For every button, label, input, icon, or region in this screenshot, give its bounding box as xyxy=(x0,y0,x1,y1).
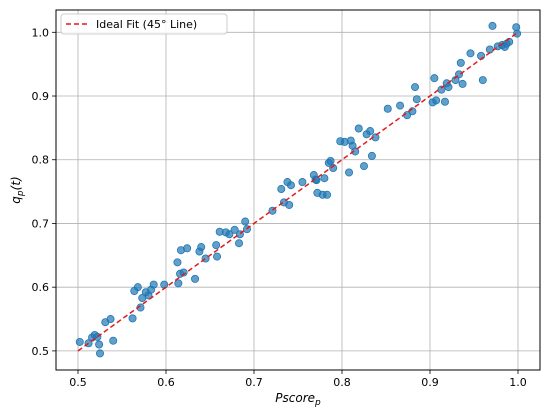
y-tick-label: 0.9 xyxy=(32,90,50,103)
data-point xyxy=(432,96,441,105)
data-point xyxy=(160,280,169,289)
plot-frame xyxy=(55,9,541,371)
y-tick-label: 0.5 xyxy=(32,345,50,358)
data-point xyxy=(197,243,206,252)
data-point xyxy=(149,280,158,289)
data-point xyxy=(285,200,294,209)
data-point xyxy=(277,185,286,194)
data-point xyxy=(383,104,392,113)
data-point xyxy=(212,241,221,250)
data-point xyxy=(179,268,188,277)
data-point xyxy=(359,162,368,171)
data-point xyxy=(329,164,338,173)
data-point xyxy=(440,97,449,106)
data-point xyxy=(241,217,250,226)
data-point xyxy=(396,101,405,110)
y-tick-label: 0.7 xyxy=(32,217,50,230)
data-point xyxy=(367,151,376,160)
data-point xyxy=(478,76,487,85)
data-point xyxy=(106,315,115,324)
legend: Ideal Fit (45° Line) xyxy=(60,13,228,35)
data-point xyxy=(345,168,354,177)
x-tick-label: 0.8 xyxy=(333,376,351,389)
legend-box xyxy=(60,13,228,35)
data-point xyxy=(411,83,420,92)
y-axis-label-subscript: p xyxy=(16,190,26,197)
data-point xyxy=(298,178,307,187)
data-point xyxy=(513,29,522,38)
y-axis-label-suffix: (t) xyxy=(9,176,23,190)
y-axis-label: qp(t) xyxy=(9,176,26,203)
data-point xyxy=(351,147,360,156)
data-point xyxy=(326,157,335,166)
data-point xyxy=(95,340,104,349)
x-tick-label: 0.5 xyxy=(69,376,87,389)
data-point xyxy=(488,21,497,30)
x-axis-label-main: Pscore xyxy=(275,391,315,405)
fit-line xyxy=(77,31,519,352)
data-point xyxy=(109,336,118,345)
data-point xyxy=(225,230,234,239)
data-point xyxy=(320,174,329,183)
data-point xyxy=(354,124,363,133)
data-point xyxy=(191,274,200,283)
data-point xyxy=(230,225,239,234)
ticks: 0.5 0.6 0.7 0.8 0.9 1.0 0.5 0.6 0.7 0.8 0.9 1.0 xyxy=(32,26,527,389)
data-point xyxy=(213,252,222,261)
x-tick-label: 1.0 xyxy=(509,376,527,389)
data-point xyxy=(235,239,244,248)
data-point xyxy=(133,283,142,292)
data-point xyxy=(456,58,465,67)
data-point xyxy=(430,74,439,83)
x-axis-label: Pscorep xyxy=(275,391,321,408)
data-point xyxy=(174,279,183,288)
data-point xyxy=(128,314,137,323)
data-point xyxy=(444,83,453,92)
legend-label: Ideal Fit (45° Line) xyxy=(96,18,197,31)
data-point xyxy=(75,337,84,346)
data-point xyxy=(458,79,467,88)
data-points xyxy=(75,21,522,358)
x-axis-label-subscript: p xyxy=(314,398,321,408)
y-tick-label: 1.0 xyxy=(32,26,50,39)
y-axis-label-main: q xyxy=(9,196,23,204)
y-tick-label: 0.8 xyxy=(32,154,50,167)
x-tick-label: 0.6 xyxy=(157,376,175,389)
data-point xyxy=(466,49,475,58)
data-point xyxy=(366,127,375,136)
fit-line-layer xyxy=(77,31,519,352)
data-point xyxy=(173,258,182,267)
x-tick-label: 0.7 xyxy=(245,376,263,389)
data-point xyxy=(286,181,295,190)
data-point xyxy=(412,95,421,104)
data-point xyxy=(96,349,105,358)
x-tick-label: 0.9 xyxy=(421,376,439,389)
y-tick-label: 0.6 xyxy=(32,281,50,294)
data-point xyxy=(323,190,332,199)
data-point xyxy=(183,244,192,253)
